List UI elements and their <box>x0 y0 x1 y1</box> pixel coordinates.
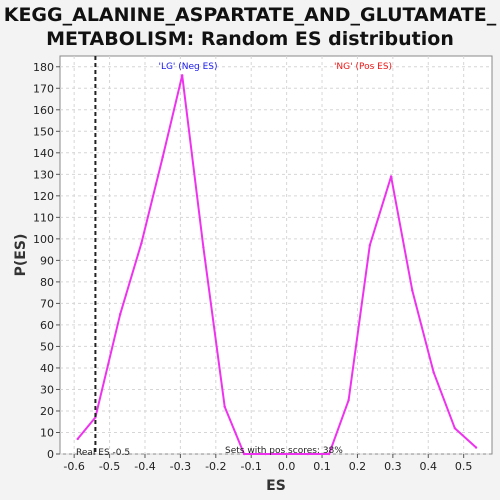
data-point <box>285 452 288 456</box>
data-point <box>368 244 372 247</box>
y-tick-label: 100 <box>33 233 54 246</box>
y-tick-label: 30 <box>40 383 54 396</box>
plot-area <box>59 55 493 455</box>
x-tick-label: -0.6 <box>63 460 84 473</box>
data-point <box>389 175 393 178</box>
data-point <box>264 452 267 456</box>
y-tick-label: 110 <box>33 211 54 224</box>
x-tick-label: 0.5 <box>455 460 473 473</box>
x-tick-label: 0.4 <box>420 460 438 473</box>
real-es-label: Real ES -0.5 <box>76 448 130 458</box>
x-axis-label: ES <box>266 478 286 494</box>
y-axis-label: P(ES) <box>13 234 29 277</box>
y-tick-label: 180 <box>33 61 54 74</box>
data-point <box>118 312 122 316</box>
x-tick-label: 0.0 <box>278 460 296 473</box>
x-tick-label: 0.1 <box>313 460 331 473</box>
y-tick-label: 50 <box>40 340 54 353</box>
data-point <box>140 241 143 245</box>
y-tick-label: 140 <box>33 147 54 160</box>
x-tick-label: -0.1 <box>240 460 261 473</box>
x-tick-label: 0.2 <box>349 460 367 473</box>
data-point <box>180 74 184 77</box>
y-tick-label: 70 <box>40 297 54 310</box>
data-point <box>453 426 457 430</box>
data-point <box>306 452 310 456</box>
data-point <box>242 452 246 456</box>
data-point <box>474 446 478 449</box>
y-tick-label: 10 <box>40 426 54 439</box>
data-point <box>161 155 164 159</box>
y-tick-label: 150 <box>33 125 54 138</box>
x-tick-label: 0.3 <box>384 460 402 473</box>
data-point <box>411 289 414 292</box>
y-tick-label: 120 <box>33 190 54 203</box>
x-tick-label: -0.2 <box>205 460 226 473</box>
chart-title-line1: KEGG_ALANINE_ASPARTATE_AND_GLUTAMATE_ <box>4 4 497 26</box>
y-tick-label: 20 <box>40 405 54 418</box>
data-point <box>327 452 331 456</box>
data-point <box>347 399 350 402</box>
y-tick-label: 80 <box>40 276 54 289</box>
y-tick-label: 160 <box>33 104 54 117</box>
data-point <box>76 437 79 441</box>
data-point <box>202 246 205 249</box>
x-tick-label: -0.3 <box>170 460 191 473</box>
y-tick-label: 90 <box>40 254 54 267</box>
axes: 0 10 20 30 40 50 60 70 80 90 100 110 120 130 140 150 160… <box>33 61 472 473</box>
x-tick-label: -0.4 <box>134 460 155 473</box>
y-tick-label: 0 <box>47 448 54 461</box>
grid <box>60 56 492 455</box>
data-point <box>432 371 435 374</box>
data-point <box>223 405 226 408</box>
x-tick-label: -0.5 <box>99 460 120 473</box>
series-line <box>76 74 477 455</box>
pos-scores-label: Sets with pos scores: 38% <box>225 446 343 456</box>
series-layer <box>76 74 478 456</box>
pos-es-label: 'NG' (Pos ES) <box>334 62 392 72</box>
neg-es-label: 'LG' (Neg ES) <box>158 62 217 72</box>
chart-title-line2: METABOLISM: Random ES distribution <box>46 28 454 50</box>
y-tick-label: 170 <box>33 82 54 95</box>
y-tick-label: 130 <box>33 168 54 181</box>
y-tick-label: 40 <box>40 362 54 375</box>
y-tick-label: 60 <box>40 319 54 332</box>
